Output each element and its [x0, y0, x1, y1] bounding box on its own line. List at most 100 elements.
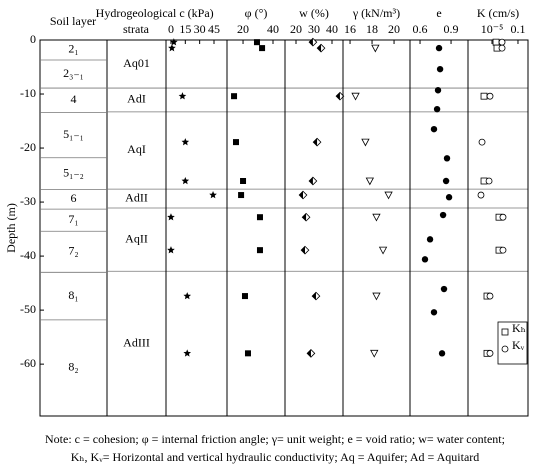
panel-frame	[165, 39, 228, 417]
point	[335, 91, 345, 101]
point-shape	[477, 191, 485, 199]
point	[183, 292, 192, 300]
layer-label: 7₂	[68, 244, 78, 258]
point-shape	[486, 92, 494, 100]
point	[443, 155, 451, 162]
x-tick-label: 40	[326, 22, 338, 36]
point-shape	[256, 247, 263, 254]
point-shape	[317, 44, 322, 52]
point-shape	[438, 350, 446, 357]
point-shape	[440, 285, 448, 293]
point-shape	[499, 246, 507, 254]
point-shape	[232, 139, 239, 146]
point	[241, 293, 248, 300]
x-tick-label: 20	[237, 22, 249, 36]
layer-label: AdIII	[123, 335, 150, 349]
x-tick-label: 30	[308, 22, 320, 36]
point-shape	[501, 328, 509, 336]
point-shape	[365, 177, 375, 186]
point	[442, 177, 450, 185]
point	[498, 44, 506, 52]
point	[370, 349, 379, 358]
layer-label: AdII	[125, 190, 148, 204]
point-shape	[499, 213, 507, 221]
point	[244, 350, 251, 357]
point	[316, 43, 326, 53]
point	[371, 44, 380, 53]
x-axis-label: c (kPa)	[179, 6, 213, 20]
point	[480, 92, 488, 100]
point-shape	[256, 214, 263, 221]
point	[499, 213, 507, 221]
point	[478, 138, 486, 146]
point	[209, 191, 217, 199]
point-shape	[371, 44, 380, 53]
point-shape	[241, 293, 248, 300]
point	[170, 38, 178, 46]
point-shape	[231, 93, 238, 100]
point	[300, 245, 310, 255]
point-shape	[361, 138, 370, 147]
point	[492, 38, 500, 46]
point-shape	[434, 87, 442, 94]
point-shape	[421, 256, 429, 263]
legend-label: Kᵥ	[512, 338, 525, 352]
point	[181, 177, 190, 185]
point-shape	[209, 191, 217, 199]
y-tick-label: -30	[20, 194, 36, 208]
point-shape	[435, 44, 443, 52]
note: Note: c = cohesion; φ = internal frictio…	[45, 432, 505, 446]
point	[178, 92, 187, 100]
panel-frame	[409, 39, 469, 417]
point-shape	[178, 92, 187, 100]
point-shape	[498, 44, 506, 52]
point-shape	[168, 44, 176, 52]
point	[499, 246, 507, 254]
x-tick-label: 16	[344, 22, 356, 36]
point	[256, 247, 263, 254]
layer-label: 5₁₋₂	[63, 165, 84, 179]
point	[436, 65, 444, 73]
panel-frame	[342, 39, 411, 417]
layer-label: 4	[71, 92, 77, 106]
point	[372, 292, 381, 301]
point	[256, 214, 263, 221]
x-tick-label: 0.1	[510, 22, 525, 36]
point-shape	[370, 349, 379, 358]
point-shape	[301, 246, 305, 254]
layer-label: 7₁	[68, 212, 78, 226]
x-tick-label: 45	[208, 22, 220, 36]
point-shape	[167, 246, 175, 254]
point-shape	[501, 345, 509, 353]
point	[365, 177, 375, 186]
point-shape	[309, 38, 313, 46]
point	[361, 138, 370, 147]
point-shape	[253, 39, 260, 46]
layer-label: 8₁	[68, 288, 78, 302]
point	[232, 139, 239, 146]
point	[486, 92, 494, 100]
point	[231, 93, 238, 100]
point-shape	[436, 65, 444, 73]
point-shape	[336, 92, 340, 100]
x-tick-label: 0.9	[444, 22, 459, 36]
point	[430, 125, 438, 133]
layer-label: AdI	[127, 92, 146, 106]
point	[311, 291, 321, 301]
x-tick-label: 30	[194, 22, 206, 36]
point-shape	[240, 178, 247, 184]
point	[433, 105, 441, 113]
y-axis-label: Depth (m)	[4, 203, 18, 253]
point-shape	[181, 177, 190, 185]
point-shape	[309, 177, 313, 185]
panel-frame	[284, 39, 344, 417]
legend-label: Kₕ	[512, 321, 526, 335]
point-shape	[170, 38, 178, 46]
point-shape	[302, 213, 307, 221]
strata-header: strata	[123, 22, 150, 36]
x-tick-label: 0	[168, 22, 174, 36]
point	[183, 349, 192, 357]
point	[501, 345, 509, 353]
y-tick-label: -60	[20, 356, 36, 370]
point	[372, 213, 381, 222]
